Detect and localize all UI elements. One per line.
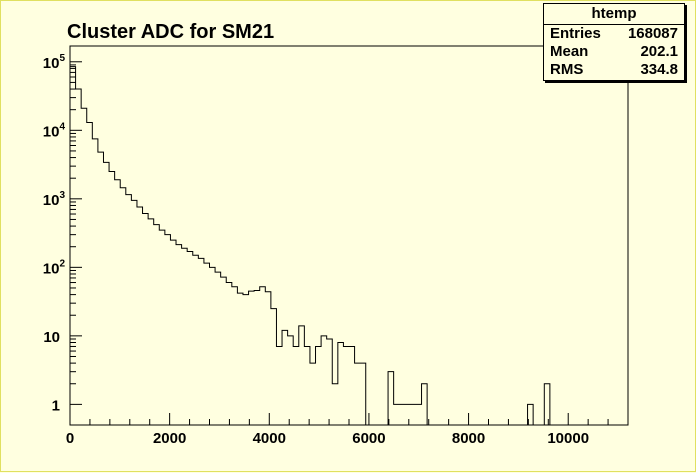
x-tick-label: 0	[66, 430, 74, 447]
stats-value: 202.1	[640, 43, 678, 60]
y-tick-label: 104	[43, 121, 66, 140]
x-tick-label: 8000	[452, 430, 485, 447]
plot-frame	[69, 45, 629, 426]
stats-title: htemp	[544, 4, 684, 25]
y-tick-label: 1	[52, 397, 60, 414]
stats-label: RMS	[550, 61, 584, 78]
x-tick-label: 6000	[352, 430, 385, 447]
stats-row-mean: Mean 202.1	[544, 43, 684, 61]
chart-title: Cluster ADC for SM21	[67, 21, 275, 43]
x-tick-label: 4000	[253, 430, 286, 447]
stats-label: Entries	[550, 25, 601, 42]
histogram-series	[69, 66, 628, 426]
axis-tick-labels: 0 2000 4000 6000 8000 10000 1 10 102 103 104 105	[43, 53, 589, 447]
stats-row-rms: RMS 334.8	[544, 61, 684, 79]
axis-ticks	[69, 61, 629, 425]
x-tick-label: 10000	[547, 430, 589, 447]
y-tick-label: 103	[43, 190, 66, 209]
stats-box: htemp Entries 168087 Mean 202.1 RMS 334.…	[543, 3, 685, 81]
stats-value: 334.8	[640, 61, 678, 78]
y-tick-label: 102	[43, 258, 66, 277]
stats-row-entries: Entries 168087	[544, 25, 684, 43]
stats-label: Mean	[550, 43, 589, 60]
x-tick-label: 2000	[153, 430, 186, 447]
stats-value: 168087	[627, 25, 678, 42]
y-tick-label: 105	[43, 53, 66, 72]
plot-frame-rect	[69, 45, 629, 426]
y-tick-label: 10	[43, 329, 60, 346]
